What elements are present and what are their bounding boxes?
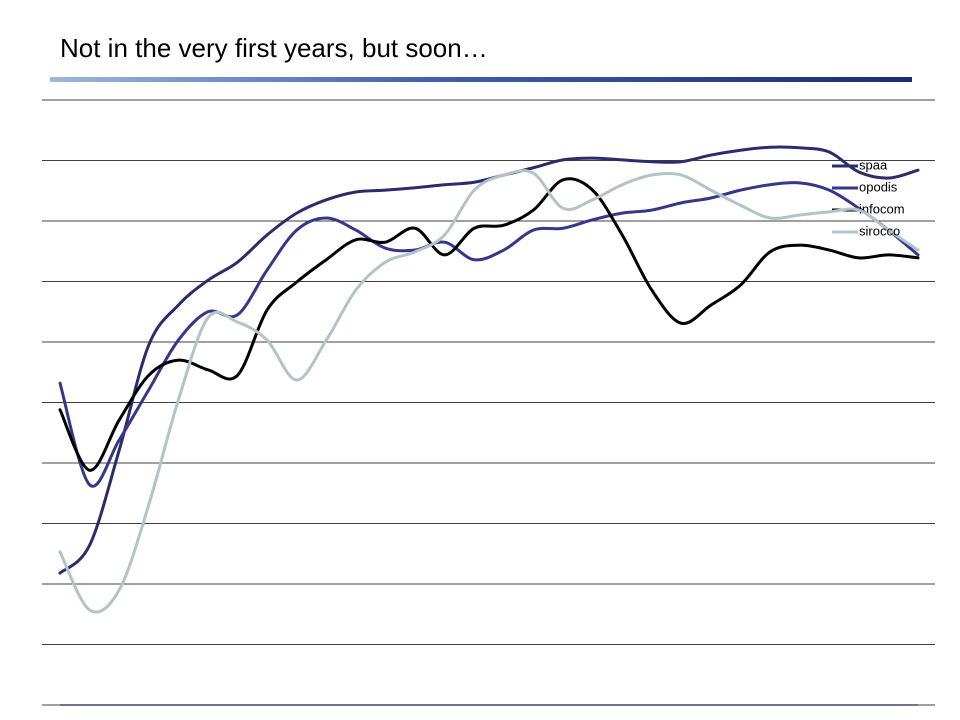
title-rule	[50, 77, 912, 82]
chart-title: Not in the very first years, but soon…	[60, 33, 488, 63]
series-line	[58, 181, 920, 488]
legend-label: infocom	[859, 201, 905, 216]
legend-label: opodis	[859, 179, 898, 194]
series-line	[58, 177, 920, 472]
legend-label: spaa	[859, 157, 888, 172]
series-line	[58, 145, 920, 575]
series-line	[58, 169, 920, 614]
legend-label: sirocco	[859, 223, 900, 238]
